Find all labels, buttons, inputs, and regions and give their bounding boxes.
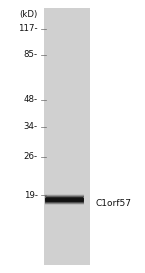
Bar <box>45 200 84 201</box>
Bar <box>46 197 83 203</box>
Bar <box>45 202 84 203</box>
Bar <box>45 202 84 203</box>
Bar <box>45 204 84 205</box>
Bar <box>45 199 84 200</box>
Text: (kD): (kD) <box>19 10 38 19</box>
Text: C1orf57: C1orf57 <box>96 199 132 208</box>
Bar <box>45 196 84 197</box>
Bar <box>45 194 84 195</box>
Bar <box>45 198 84 199</box>
Bar <box>45 197 84 198</box>
Text: 117-: 117- <box>18 24 38 33</box>
Bar <box>45 203 84 204</box>
Bar <box>45 200 84 201</box>
Text: 19-: 19- <box>24 191 38 200</box>
Bar <box>45 195 84 196</box>
Bar <box>45 204 84 205</box>
Bar <box>45 203 84 204</box>
Text: 85-: 85- <box>24 50 38 59</box>
Bar <box>45 197 84 198</box>
Bar <box>45 201 84 202</box>
Text: 26-: 26- <box>24 153 38 161</box>
Bar <box>44 8 90 265</box>
Bar <box>45 198 84 199</box>
Bar <box>45 201 84 202</box>
Text: 34-: 34- <box>24 123 38 131</box>
Text: 48-: 48- <box>24 95 38 104</box>
Bar <box>45 195 84 196</box>
